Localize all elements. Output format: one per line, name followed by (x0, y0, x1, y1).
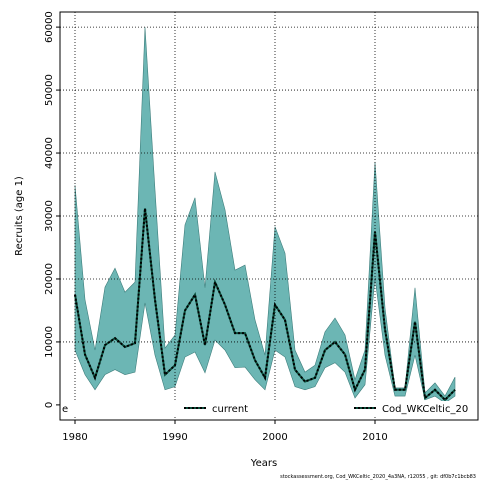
y-tick-label: 30000 (44, 200, 55, 232)
legend-label: e (62, 404, 68, 415)
y-tick-label: 40000 (44, 137, 55, 169)
footer: stockassessment.org, Cod_WKCeltic_2020_4… (280, 474, 476, 480)
legend-label: current (212, 404, 248, 415)
x-axis-label: Years (250, 458, 277, 469)
line (74, 208, 456, 402)
plot-frame (59, 11, 479, 421)
confidence-band (74, 27, 456, 404)
y-tick-label: 0 (44, 402, 55, 408)
x-tick-label: 1990 (162, 432, 187, 443)
legend-label: Cod_WKCeltic_20 (382, 404, 468, 415)
x-tick-label: 1980 (62, 432, 87, 443)
y-tick-label: 20000 (44, 263, 55, 295)
y-tick-label: 10000 (44, 326, 55, 358)
y-tick-label: 60000 (44, 11, 55, 43)
legend-box (60, 401, 478, 415)
y-axis-label: Recruits (age 1) (14, 176, 25, 256)
x-tick-label: 2000 (262, 432, 287, 443)
y-tick-label: 50000 (44, 74, 55, 106)
x-tick-label: 2010 (362, 432, 387, 443)
